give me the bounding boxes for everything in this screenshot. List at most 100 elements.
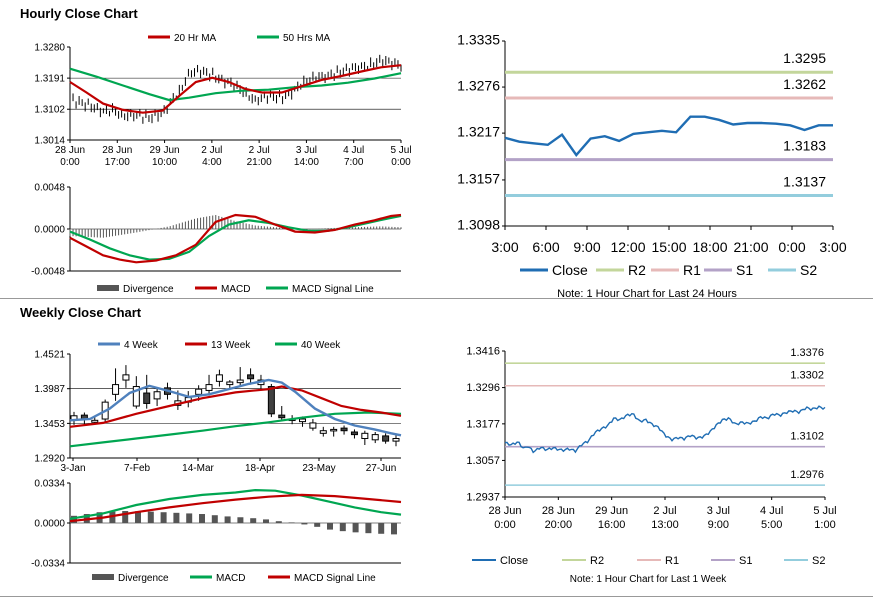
close1w-xtick-label: 5:00 <box>761 519 782 531</box>
weekly-candle-body <box>371 434 379 441</box>
weekly-candle-body <box>215 374 223 382</box>
weekly-candle-body <box>226 381 234 386</box>
weekly-divergence-bar <box>365 523 372 534</box>
hourly-price-xtick-label: 17:00 <box>105 157 130 168</box>
weekly-divergence-bar <box>199 514 205 523</box>
close1w-xtick-label: 13:00 <box>651 519 679 531</box>
close1w-xtick-label: 3 Jul <box>707 505 730 517</box>
weekly-candle-body <box>112 384 120 395</box>
weekly-ma13-line <box>69 385 402 428</box>
close1w-ytick-label: 1.2937 <box>466 492 500 504</box>
close24-close-line <box>504 115 833 157</box>
close1w-xtick-label: 5 Jul <box>813 505 836 517</box>
close24-legend-r1: R1 <box>683 262 701 278</box>
weekly-divergence-bar <box>391 523 397 535</box>
weekly-divergence-bar <box>160 512 167 523</box>
hourly-macd-ytick-label: 0.0000 <box>34 225 65 236</box>
close1w-xtick-label: 29 Jun <box>595 505 628 517</box>
legend-weekly-divergence-swatch <box>92 574 114 580</box>
close24-xtick-label: 6:00 <box>532 239 559 255</box>
close24-ytick-label: 1.3276 <box>457 78 500 94</box>
close24-legend-r2: R2 <box>628 262 646 278</box>
legend-4-week: 4 Week <box>124 340 159 351</box>
close1w-r1-value: 1.3302 <box>790 370 824 382</box>
close24-s1-value: 1.3183 <box>783 138 826 154</box>
hourly-macd-line <box>69 213 402 264</box>
hourly-section-title: Hourly Close Chart <box>20 6 138 21</box>
hourly-macd-signal-line <box>69 214 402 261</box>
weekly-divergence-bar <box>211 515 218 523</box>
weekly-candle-body <box>153 391 161 400</box>
close1w-close-line <box>504 405 826 454</box>
close1w-xtick-label: 20:00 <box>545 519 573 531</box>
weekly-price-ytick-label: 1.2920 <box>34 454 65 465</box>
close24-xtick-label: 3:00 <box>819 239 846 255</box>
hourly-price-xtick-label: 0:00 <box>60 157 80 168</box>
close24-xtick-label: 15:00 <box>651 239 686 255</box>
weekly-divergence-bar <box>250 518 257 523</box>
close1w-legend-r1: R1 <box>665 555 679 567</box>
close1w-xtick-label: 2 Jul <box>653 505 676 517</box>
hourly-price-xtick-label: 28 Jun <box>55 145 85 156</box>
legend-50hrs-ma: 50 Hrs MA <box>283 33 331 44</box>
weekly-price-xtick-label: 27-Jun <box>366 463 397 474</box>
close24-note: Note: 1 Hour Chart for Last 24 Hours <box>557 288 737 300</box>
hourly-ma50-line <box>69 67 402 102</box>
hourly-price-xtick-label: 2 Jul <box>201 145 222 156</box>
weekly-macd-ytick-label: 0.0000 <box>34 519 65 530</box>
weekly-candle-body <box>122 374 130 381</box>
close1w-legend-r2: R2 <box>590 555 604 567</box>
hourly-price-xtick-label: 28 Jun <box>102 145 132 156</box>
hourly-price-ytick-label: 1.3014 <box>34 136 65 147</box>
legend-hourly-macd-signal: MACD Signal Line <box>292 284 374 295</box>
legend-hourly-divergence-swatch <box>97 285 119 291</box>
hourly-price-xtick-label: 3 Jul <box>296 145 317 156</box>
legend-20hr-ma: 20 Hr MA <box>174 33 217 44</box>
close1w-xtick-label: 28 Jun <box>488 505 521 517</box>
legend-weekly-macd-signal: MACD Signal Line <box>294 573 376 584</box>
weekly-divergence-bar <box>71 515 77 523</box>
close1w-xtick-label: 28 Jun <box>542 505 575 517</box>
weekly-divergence-bar <box>314 523 321 527</box>
legend-hourly-macd: MACD <box>221 284 250 295</box>
weekly-candle-body <box>340 427 348 432</box>
weekly-price-xtick-label: 14-Mar <box>182 463 214 474</box>
hourly-price-xtick-label: 14:00 <box>294 157 319 168</box>
weekly-candle-body <box>236 379 244 384</box>
hourly-price-xtick-label: 10:00 <box>152 157 177 168</box>
weekly-price-xtick-label: 23-May <box>302 463 335 474</box>
bottom-divider <box>0 596 873 597</box>
weekly-divergence-bar <box>352 523 359 533</box>
close24-r2-value: 1.3295 <box>783 50 826 66</box>
close24-ytick-label: 1.3335 <box>457 32 500 48</box>
weekly-divergence-bar <box>122 511 129 523</box>
hourly-ma20-line <box>69 64 402 114</box>
weekly-candle-body <box>132 386 140 407</box>
legend-hourly-divergence: Divergence <box>123 284 174 295</box>
hourly-price-xtick-label: 2 Jul <box>249 145 270 156</box>
weekly-section-title: Weekly Close Chart <box>20 305 142 320</box>
hourly-macd-ytick-label: -0.0048 <box>31 267 65 278</box>
close24-xtick-label: 0:00 <box>778 239 805 255</box>
weekly-price-ytick-label: 1.3453 <box>34 419 65 430</box>
legend-weekly-macd: MACD <box>216 573 245 584</box>
close1w-xtick-label: 4 Jul <box>760 505 783 517</box>
close24-legend-s2: S2 <box>800 262 817 278</box>
close1w-s2-value: 1.2976 <box>790 469 824 481</box>
weekly-candle-body <box>330 428 338 432</box>
close1w-ytick-label: 1.3296 <box>466 382 500 394</box>
close1w-xtick-label: 1:00 <box>814 519 835 531</box>
weekly-divergence-bar <box>186 513 193 523</box>
close1w-ytick-label: 1.3057 <box>466 455 500 467</box>
hourly-price-ytick-label: 1.3102 <box>34 105 65 116</box>
weekly-candle-body <box>247 374 255 380</box>
weekly-divergence-bar <box>339 523 346 532</box>
hourly-price-ytick-label: 1.3280 <box>34 43 65 54</box>
weekly-candle-body <box>319 430 327 434</box>
weekly-price-xtick-label: 7-Feb <box>124 463 151 474</box>
close1w-ytick-label: 1.3177 <box>466 418 500 430</box>
close1w-legend-s2: S2 <box>812 555 825 567</box>
legend-weekly-divergence: Divergence <box>118 573 169 584</box>
weekly-ma4-line <box>69 378 402 437</box>
